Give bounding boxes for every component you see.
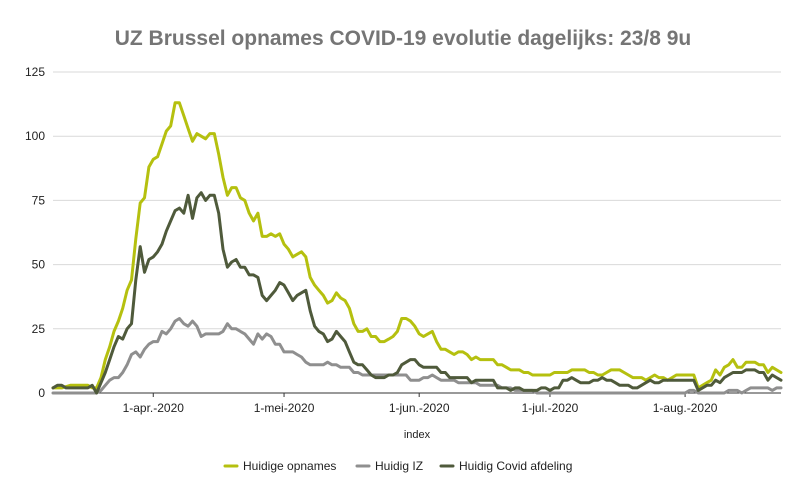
legend[interactable]: Huidige opnames Huidig IZ Huidig Covid afd… (223, 459, 572, 473)
legend-label: Huidige opnames (243, 459, 336, 473)
series-lines (51, 101, 783, 395)
series-line-3 (51, 191, 783, 395)
legend-item[interactable]: Huidig IZ (355, 459, 423, 473)
x-tick-label: 1-aug.-2020 (653, 401, 718, 415)
legend-label: Huidig IZ (375, 459, 423, 473)
x-tick-label: 1-apr.-2020 (123, 401, 185, 415)
legend-item[interactable]: Huidige opnames (223, 459, 336, 473)
x-tick-label: 1-jun.-2020 (389, 401, 450, 415)
y-tick-label: 75 (32, 193, 46, 207)
y-tick-label: 0 (38, 386, 45, 400)
y-axis-ticks: 0 25 50 75 100 125 (25, 65, 45, 400)
gridlines (53, 71, 781, 394)
legend-label: Huidig Covid afdeling (459, 459, 572, 473)
x-tick-label: 1-mei-2020 (254, 401, 315, 415)
chart-title: UZ Brussel opnames COVID-19 evolutie dag… (115, 27, 692, 50)
y-tick-label: 125 (25, 65, 45, 79)
x-axis-title: index (404, 429, 431, 441)
x-axis-ticks: 1-apr.-2020 1-mei-2020 1-jun.-2020 1-jul.-2… (123, 393, 718, 415)
x-tick-label: 1-jul.-2020 (522, 401, 579, 415)
y-tick-label: 100 (25, 129, 45, 143)
y-tick-label: 25 (32, 322, 46, 336)
y-tick-label: 50 (32, 258, 46, 272)
legend-item[interactable]: Huidig Covid afdeling (439, 459, 572, 473)
series-line-1 (51, 101, 783, 390)
